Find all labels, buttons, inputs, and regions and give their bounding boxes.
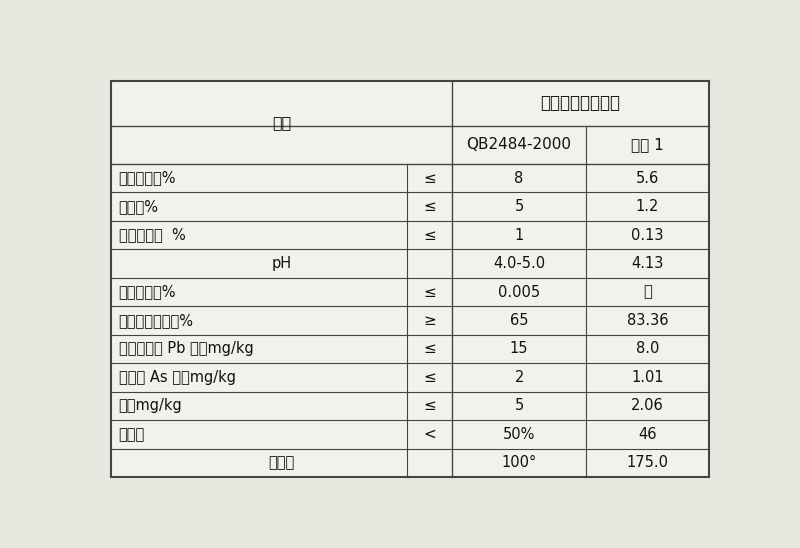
Text: 4.0-5.0: 4.0-5.0 (493, 256, 545, 271)
Text: 灰分，%: 灰分，% (118, 199, 158, 214)
Text: ≤: ≤ (423, 341, 436, 357)
Text: pH: pH (271, 256, 291, 271)
Text: 重金属（以 Pb 计）mg/kg: 重金属（以 Pb 计）mg/kg (118, 341, 254, 357)
Text: 175.0: 175.0 (626, 455, 669, 470)
Text: 0.005: 0.005 (498, 284, 540, 300)
Text: 1.2: 1.2 (636, 199, 659, 214)
Bar (111, 449, 709, 477)
Text: 酯化度: 酯化度 (118, 427, 145, 442)
Bar (111, 278, 709, 306)
Bar (111, 126, 709, 164)
Text: 二氧化硫，%: 二氧化硫，% (118, 284, 176, 300)
Bar (111, 392, 709, 420)
Text: 100°: 100° (502, 455, 537, 470)
Text: 铅，mg/kg: 铅，mg/kg (118, 398, 182, 413)
Text: 无: 无 (643, 284, 652, 300)
Text: 砷（以 As 汁）mg/kg: 砷（以 As 汁）mg/kg (118, 370, 235, 385)
Text: 8.0: 8.0 (636, 341, 659, 357)
Text: 8: 8 (514, 170, 524, 186)
Text: 2: 2 (514, 370, 524, 385)
Bar (111, 221, 709, 249)
Text: ≤: ≤ (423, 370, 436, 385)
Text: 83.36: 83.36 (627, 313, 668, 328)
Text: <: < (423, 427, 436, 442)
Text: 总半乳糖醛酸，%: 总半乳糖醛酸，% (118, 313, 194, 328)
Bar (111, 420, 709, 449)
Text: 5: 5 (514, 398, 524, 413)
Text: 2.06: 2.06 (631, 398, 664, 413)
Text: 5.6: 5.6 (636, 170, 659, 186)
Text: 盐酸不溶物  %: 盐酸不溶物 % (118, 227, 186, 243)
Text: 46: 46 (638, 427, 657, 442)
Text: 项目: 项目 (272, 115, 291, 130)
Text: QB2484-2000: QB2484-2000 (466, 138, 571, 152)
Text: ≤: ≤ (423, 170, 436, 186)
Text: 4.13: 4.13 (631, 256, 664, 271)
Text: ≤: ≤ (423, 284, 436, 300)
Text: ≥: ≥ (423, 313, 436, 328)
Text: 0.13: 0.13 (631, 227, 664, 243)
Bar (111, 81, 709, 126)
Text: ≤: ≤ (423, 199, 436, 214)
Text: 65: 65 (510, 313, 528, 328)
Bar (111, 192, 709, 221)
Text: 5: 5 (514, 199, 524, 214)
Text: ≤: ≤ (423, 227, 436, 243)
Bar (111, 164, 709, 192)
Text: ≤: ≤ (423, 398, 436, 413)
Text: 50%: 50% (503, 427, 535, 442)
Bar (111, 306, 709, 335)
Text: 低甲氧基果胶指标: 低甲氧基果胶指标 (540, 94, 620, 112)
Bar (111, 363, 709, 392)
Bar (111, 335, 709, 363)
Text: 实例 1: 实例 1 (631, 138, 664, 152)
Text: 1.01: 1.01 (631, 370, 664, 385)
Bar (111, 249, 709, 278)
Text: 胶凝度: 胶凝度 (268, 455, 294, 470)
Text: 15: 15 (510, 341, 528, 357)
Text: 干燥失重，%: 干燥失重，% (118, 170, 176, 186)
Text: 1: 1 (514, 227, 524, 243)
